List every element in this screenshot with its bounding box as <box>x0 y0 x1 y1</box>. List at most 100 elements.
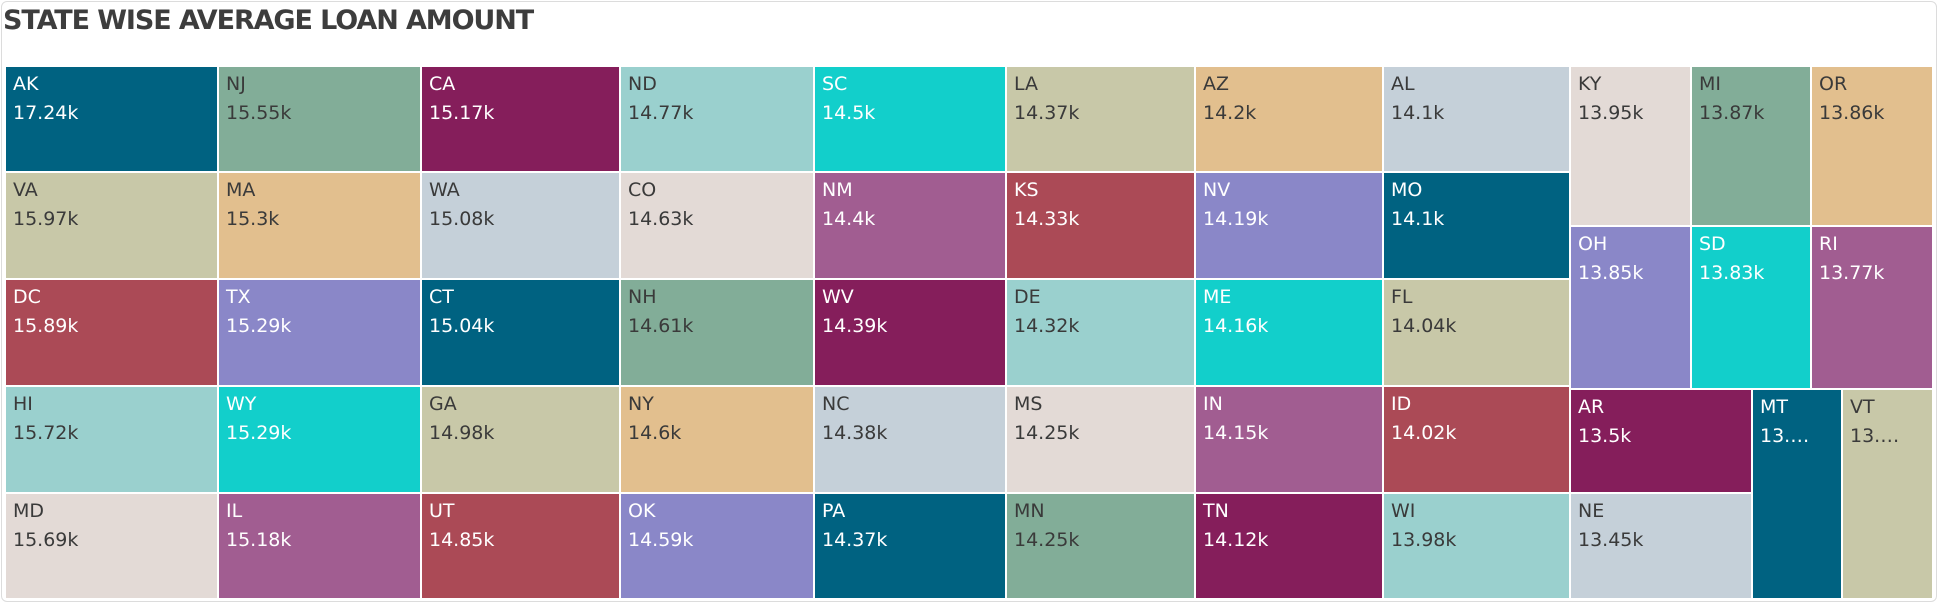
tile-ma[interactable] <box>217 171 422 280</box>
tile-mt[interactable] <box>1751 388 1843 600</box>
tile-nc[interactable] <box>813 385 1007 494</box>
tile-label-mi: MI <box>1699 73 1721 95</box>
tile-ne[interactable] <box>1569 492 1753 600</box>
tile-ky[interactable] <box>1569 65 1692 227</box>
tile-ga[interactable] <box>420 385 621 494</box>
tile-value-nj: 15.55k <box>226 102 291 124</box>
tile-mo[interactable] <box>1382 171 1571 280</box>
tile-ca[interactable] <box>420 65 621 173</box>
tile-label-ms: MS <box>1014 393 1042 415</box>
tile-value-ut: 14.85k <box>429 529 494 551</box>
tile-value-ri: 13.77k <box>1819 262 1884 284</box>
tile-label-wv: WV <box>822 286 854 308</box>
tile-value-sd: 13.83k <box>1699 262 1764 284</box>
tile-value-il: 15.18k <box>226 529 291 551</box>
tile-label-pa: PA <box>822 500 845 522</box>
tile-va[interactable] <box>4 171 219 280</box>
tile-value-id: 14.02k <box>1391 422 1456 444</box>
tile-or[interactable] <box>1810 65 1934 227</box>
tile-label-ut: UT <box>429 500 455 522</box>
tile-label-ca: CA <box>429 73 455 95</box>
tile-fl[interactable] <box>1382 278 1571 387</box>
tile-value-la: 14.37k <box>1014 102 1079 124</box>
tile-value-nm: 14.4k <box>822 208 875 230</box>
tile-value-nv: 14.19k <box>1203 208 1268 230</box>
tile-wa[interactable] <box>420 171 621 280</box>
tile-value-va: 15.97k <box>13 208 78 230</box>
tile-value-ny: 14.6k <box>628 422 681 444</box>
tile-value-nc: 14.38k <box>822 422 887 444</box>
tile-label-mn: MN <box>1014 500 1045 522</box>
tile-wi[interactable] <box>1382 492 1571 600</box>
tile-label-wa: WA <box>429 179 460 201</box>
tile-value-nh: 14.61k <box>628 315 693 337</box>
tile-label-ok: OK <box>628 500 656 522</box>
tile-value-ks: 14.33k <box>1014 208 1079 230</box>
tile-value-ca: 15.17k <box>429 102 494 124</box>
tile-sc[interactable] <box>813 65 1007 173</box>
tile-de[interactable] <box>1005 278 1196 387</box>
tile-ct[interactable] <box>420 278 621 387</box>
tile-mn[interactable] <box>1005 492 1196 600</box>
tile-label-nc: NC <box>822 393 849 415</box>
tile-co[interactable] <box>619 171 815 280</box>
tile-value-ky: 13.95k <box>1578 102 1643 124</box>
tile-ut[interactable] <box>420 492 621 600</box>
tile-in[interactable] <box>1194 385 1384 494</box>
tile-value-wv: 14.39k <box>822 315 887 337</box>
tile-sd[interactable] <box>1690 225 1812 390</box>
tile-nm[interactable] <box>813 171 1007 280</box>
tile-ok[interactable] <box>619 492 815 600</box>
tile-label-co: CO <box>628 179 656 201</box>
tile-label-hi: HI <box>13 393 33 415</box>
tile-label-tn: TN <box>1202 500 1229 522</box>
tile-value-pa: 14.37k <box>822 529 887 551</box>
tile-tn[interactable] <box>1194 492 1384 600</box>
tile-label-il: IL <box>226 500 243 522</box>
tile-value-al: 14.1k <box>1391 102 1444 124</box>
tile-wy[interactable] <box>217 385 422 494</box>
tile-label-de: DE <box>1014 286 1041 308</box>
tile-ms[interactable] <box>1005 385 1196 494</box>
tile-il[interactable] <box>217 492 422 600</box>
tile-label-id: ID <box>1391 393 1411 415</box>
tile-ar[interactable] <box>1569 388 1753 494</box>
tile-nd[interactable] <box>619 65 815 173</box>
tile-ak[interactable] <box>4 65 219 173</box>
tile-value-co: 14.63k <box>628 208 693 230</box>
tile-mi[interactable] <box>1690 65 1812 227</box>
tile-value-ga: 14.98k <box>429 422 494 444</box>
tile-vt[interactable] <box>1841 388 1934 600</box>
tile-value-ma: 15.3k <box>226 208 279 230</box>
tile-value-tn: 14.12k <box>1203 529 1268 551</box>
tile-value-ms: 14.25k <box>1014 422 1079 444</box>
tile-label-nm: NM <box>822 179 853 201</box>
tile-value-ne: 13.45k <box>1578 529 1643 551</box>
tile-value-fl: 14.04k <box>1391 315 1456 337</box>
tile-value-mn: 14.25k <box>1014 529 1079 551</box>
tile-value-tx: 15.29k <box>226 315 291 337</box>
tile-value-ct: 15.04k <box>429 315 494 337</box>
tile-label-ma: MA <box>226 179 255 201</box>
tile-tx[interactable] <box>217 278 422 387</box>
tile-ny[interactable] <box>619 385 815 494</box>
tile-label-sd: SD <box>1699 233 1726 255</box>
tile-oh[interactable] <box>1569 225 1692 390</box>
tile-value-vt: 13.… <box>1850 425 1899 447</box>
tile-pa[interactable] <box>813 492 1007 600</box>
tile-md[interactable] <box>4 492 219 600</box>
tile-value-az: 14.2k <box>1203 102 1256 124</box>
tile-value-de: 14.32k <box>1014 315 1079 337</box>
tile-label-ky: KY <box>1578 73 1602 95</box>
tile-label-or: OR <box>1819 73 1847 95</box>
tile-value-ak: 17.24k <box>13 102 78 124</box>
tile-nj[interactable] <box>217 65 422 173</box>
tile-wv[interactable] <box>813 278 1007 387</box>
tile-ri[interactable] <box>1810 225 1934 390</box>
tile-nh[interactable] <box>619 278 815 387</box>
tile-label-sc: SC <box>822 73 847 95</box>
chart-title: STATE WISE AVERAGE LOAN AMOUNT <box>3 5 534 36</box>
tile-label-oh: OH <box>1578 233 1607 255</box>
tile-value-hi: 15.72k <box>13 422 78 444</box>
tile-label-in: IN <box>1203 393 1223 415</box>
